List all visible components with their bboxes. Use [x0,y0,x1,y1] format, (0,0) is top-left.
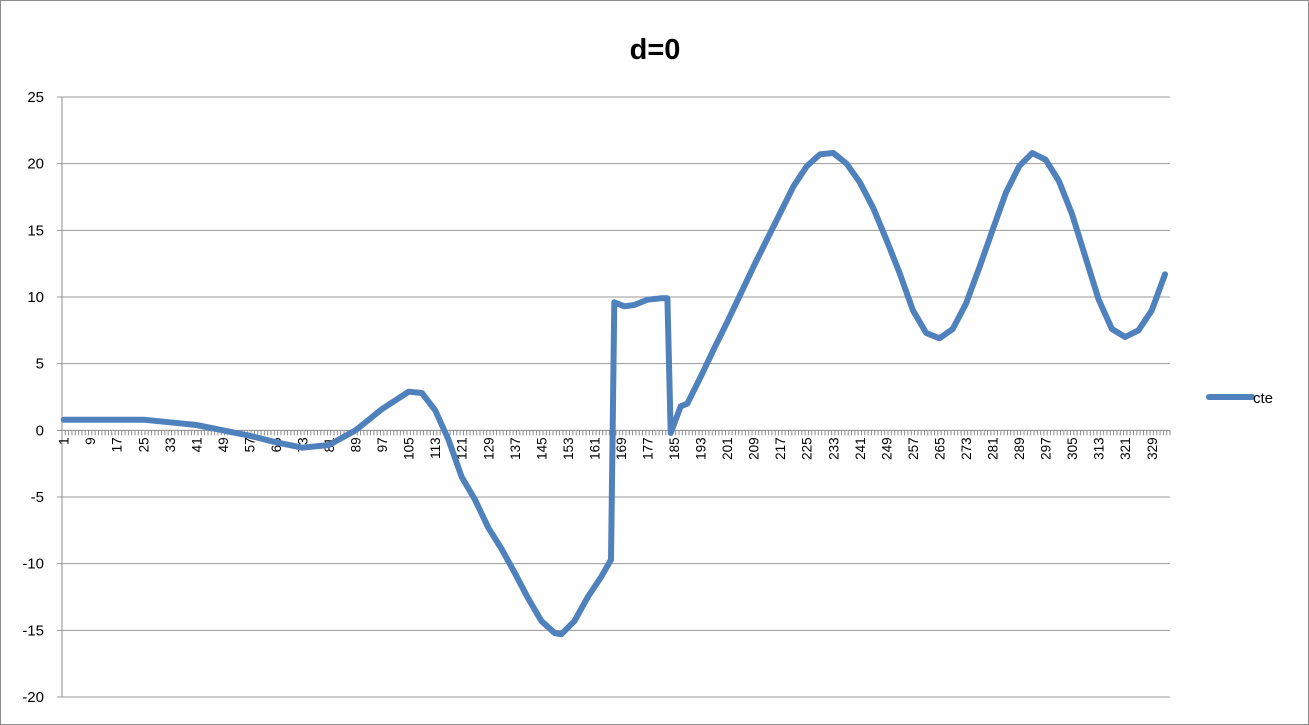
x-tick-label: 57 [242,437,257,452]
x-tick-label: 153 [561,437,576,460]
y-tick-label: 10 [27,289,44,306]
y-tick-label: 5 [36,356,44,373]
x-tick-label: 161 [587,437,602,460]
x-tick-label: 257 [906,437,921,460]
x-tick-label: 33 [163,437,178,452]
x-tick-label: 289 [1012,437,1027,460]
y-tick-label: 20 [27,156,44,173]
x-tick-label: 265 [932,437,947,460]
x-tick-label: 25 [136,437,151,452]
x-tick-label: 241 [853,437,868,460]
x-tick-label: 177 [641,437,656,460]
x-tick-label: 313 [1092,437,1107,460]
x-tick-label: 201 [720,437,735,460]
x-tick-label: 137 [508,437,523,460]
y-tick-label: -10 [22,556,44,573]
x-tick-label: 121 [455,437,470,460]
x-tick-label: 17 [110,437,125,452]
y-tick-label: 25 [27,89,44,106]
x-tick-label: 225 [800,437,815,460]
x-tick-label: 281 [986,437,1001,460]
x-tick-label: 105 [402,437,417,460]
x-tick-label: 193 [694,437,709,460]
y-tick-label: 15 [27,222,44,239]
x-tick-label: 321 [1118,437,1133,460]
gridlines [57,96,1170,698]
y-tick-label: -20 [22,689,44,706]
x-tick-label: 297 [1039,437,1054,460]
x-tick-label: 169 [614,437,629,460]
x-tick-label: 89 [349,437,364,452]
x-axis: 1 9 17 25 33 41 49 57 65 73 81 89 97 105 113 121 129 137 1… [57,430,1171,460]
x-tick-label: 185 [667,437,682,460]
x-tick-label: 273 [959,437,974,460]
x-tick-label: 233 [826,437,841,460]
y-tick-label: -15 [22,622,44,639]
x-tick-label: 49 [216,437,231,452]
x-tick-label: 329 [1145,437,1160,460]
x-tick-label: 9 [83,437,98,445]
x-tick-label: 129 [481,437,496,460]
series-layer [60,150,1168,638]
x-tick-label: 113 [428,437,443,459]
legend-label-cte: cte [1253,390,1273,407]
x-tick-label: 209 [747,437,762,460]
y-tick-label: 0 [36,422,44,439]
x-tick-label: 97 [375,437,390,452]
x-tick-label: 145 [534,437,549,460]
y-axis: -20 -15 -10 -5 0 5 10 15 20 25 [22,89,63,706]
x-tick-label: 305 [1065,437,1080,460]
legend: cte [1206,390,1273,407]
x-tick-label: 249 [879,437,894,460]
x-tick-label: 41 [189,437,204,452]
y-tick-label: -5 [31,489,44,506]
series-line-cte [60,150,1168,638]
x-tick-label: 1 [57,437,72,445]
x-tick-label: 217 [773,437,788,460]
chart-title: d=0 [630,34,681,66]
